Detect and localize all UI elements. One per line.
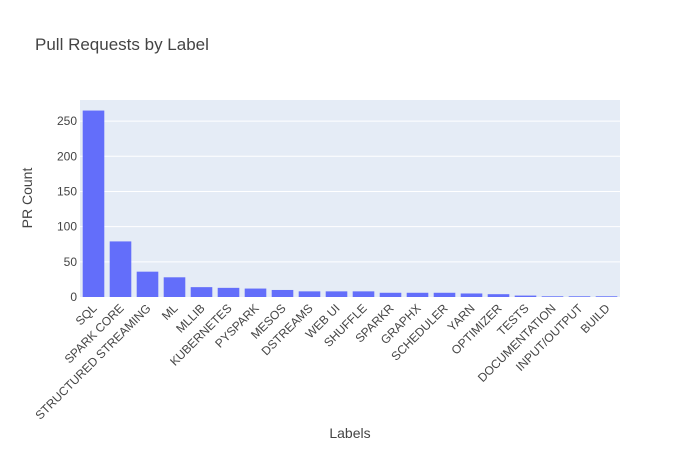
bars <box>82 110 618 297</box>
bar[interactable] <box>325 291 348 297</box>
y-tick-label: 200 <box>57 149 77 163</box>
plot-area <box>80 100 620 297</box>
y-tick-label: 50 <box>64 255 78 269</box>
y-tick-label: 0 <box>70 290 77 304</box>
x-tick-label: BUILD <box>578 301 613 336</box>
x-tick-label: STRUCTURED STREAMING <box>32 301 153 422</box>
y-tick-label: 150 <box>57 184 77 198</box>
bar[interactable] <box>595 296 618 297</box>
x-axis-title: Labels <box>329 425 370 441</box>
bar[interactable] <box>352 291 375 297</box>
gridlines <box>80 120 620 263</box>
bar[interactable] <box>379 292 402 297</box>
bar[interactable] <box>217 287 240 297</box>
bar[interactable] <box>460 293 483 297</box>
bar[interactable] <box>109 241 132 297</box>
bar[interactable] <box>163 277 186 297</box>
bar[interactable] <box>190 287 213 297</box>
y-axis-title: PR Count <box>19 168 35 229</box>
bar[interactable] <box>136 271 159 297</box>
bar[interactable] <box>433 292 456 297</box>
bar[interactable] <box>271 289 294 297</box>
bar[interactable] <box>82 110 105 297</box>
chart-title: Pull Requests by Label <box>35 35 209 54</box>
bar[interactable] <box>541 296 564 297</box>
bar[interactable] <box>244 288 267 297</box>
x-tick-label: ML <box>159 301 181 323</box>
y-tick-label: 100 <box>57 220 77 234</box>
bar[interactable] <box>298 291 321 297</box>
y-tick-label: 250 <box>57 114 77 128</box>
bar[interactable] <box>406 292 429 297</box>
y-axis-ticks: 0 50 100 150 200 250 <box>57 114 77 304</box>
bar[interactable] <box>514 295 537 297</box>
bar[interactable] <box>487 294 510 297</box>
bar[interactable] <box>568 296 591 297</box>
